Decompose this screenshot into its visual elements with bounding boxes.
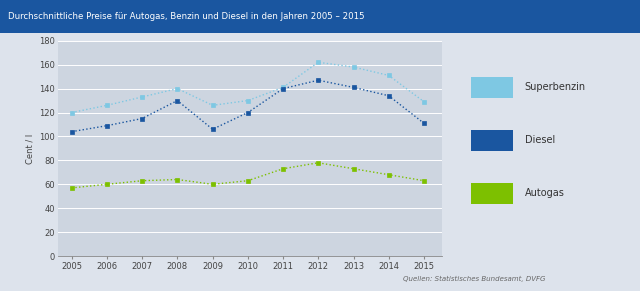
- Bar: [471, 130, 513, 151]
- Bar: [471, 183, 513, 204]
- Text: Quellen: Statistisches Bundesamt, DVFG: Quellen: Statistisches Bundesamt, DVFG: [403, 276, 545, 282]
- Text: Diesel: Diesel: [525, 135, 555, 145]
- Bar: [471, 77, 513, 98]
- Text: Superbenzin: Superbenzin: [525, 82, 586, 92]
- Text: Durchschnittliche Preise für Autogas, Benzin und Diesel in den Jahren 2005 – 201: Durchschnittliche Preise für Autogas, Be…: [8, 12, 364, 21]
- Y-axis label: Cent / l: Cent / l: [26, 133, 35, 164]
- Text: Autogas: Autogas: [525, 188, 564, 198]
